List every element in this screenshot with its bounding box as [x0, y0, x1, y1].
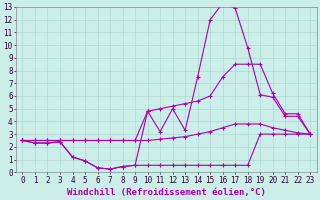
- X-axis label: Windchill (Refroidissement éolien,°C): Windchill (Refroidissement éolien,°C): [67, 188, 266, 197]
